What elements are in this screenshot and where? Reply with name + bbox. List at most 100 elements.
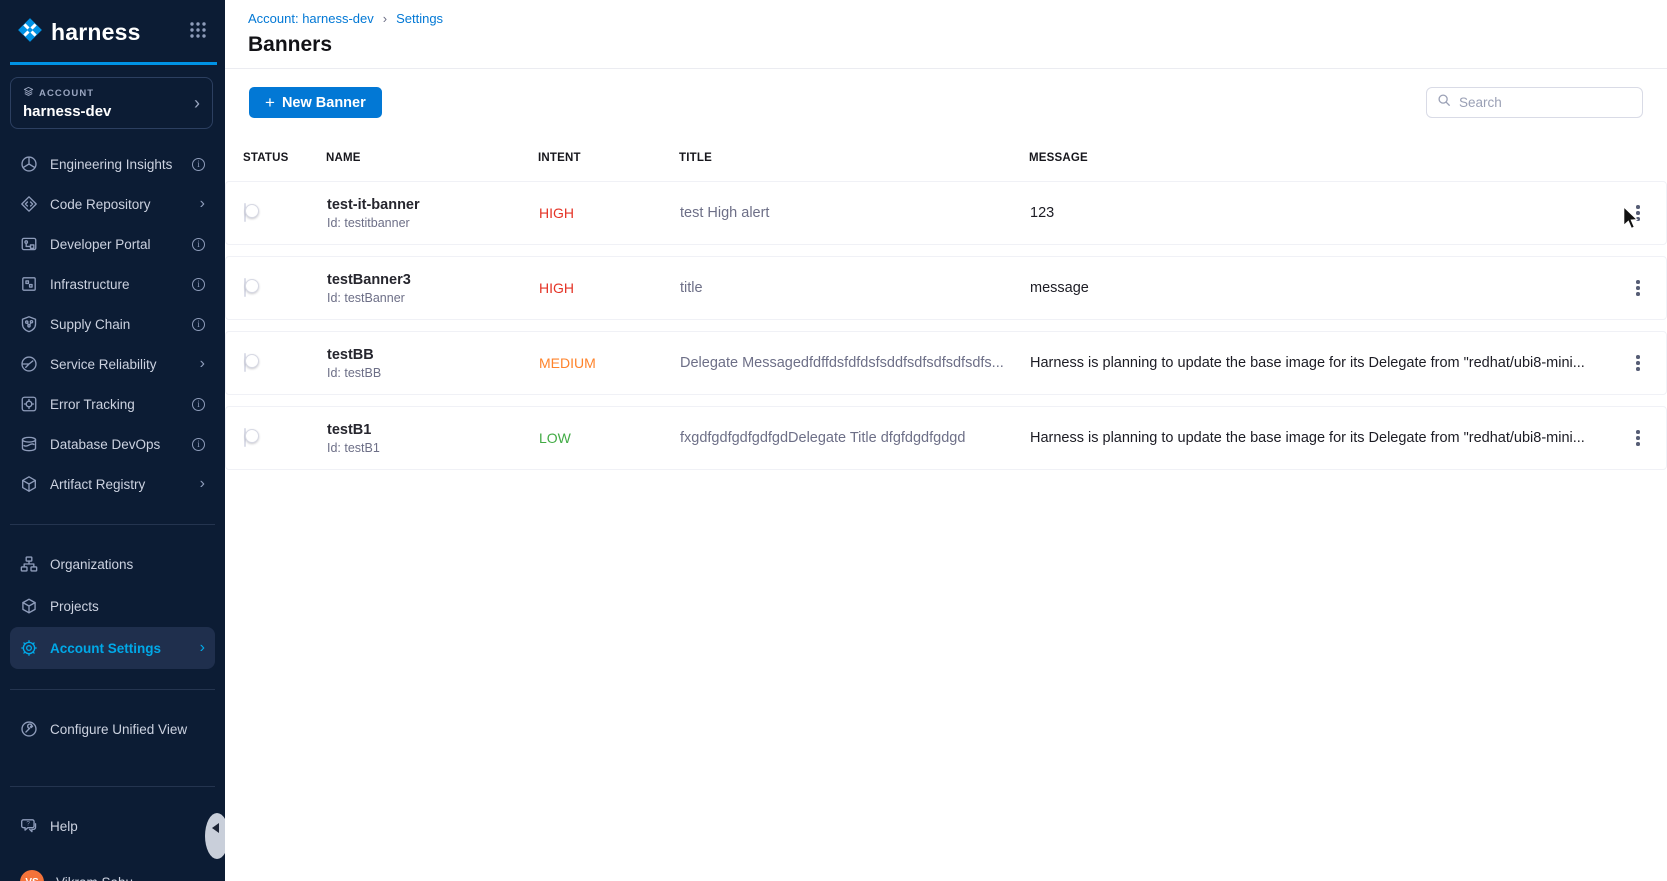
intent-badge: HIGH (539, 205, 574, 221)
status-toggle[interactable] (244, 203, 259, 222)
chevron-right-icon: › (194, 93, 200, 113)
grid-menu-icon[interactable] (189, 21, 207, 44)
sidebar-item-infrastructure[interactable]: Infrastructure i (0, 264, 225, 304)
table-row[interactable]: testB1 Id: testB1 LOW fxgdfgdfgdfgdfgdDe… (225, 406, 1667, 470)
column-header-name: NAME (326, 152, 361, 164)
sidebar-item-developer-portal[interactable]: Developer Portal i (0, 224, 225, 264)
search-input[interactable] (1459, 95, 1632, 110)
banner-id: Id: testitbanner (327, 215, 410, 230)
sidebar-item-label: Artifact Registry (50, 476, 146, 492)
table-row[interactable]: test-it-banner Id: testitbanner HIGH tes… (225, 181, 1667, 245)
sidebar-item-projects[interactable]: Projects (0, 585, 225, 627)
banner-title: fxgdfgdfgdfgdfgdDelegate Title dfgfdgdfg… (680, 430, 966, 446)
database-devops-icon (20, 435, 38, 453)
brand-name: harness (51, 19, 141, 45)
banner-title: title (680, 280, 703, 296)
service-reliability-icon (20, 355, 38, 373)
info-icon[interactable]: i (192, 157, 205, 171)
sidebar-divider (10, 524, 215, 525)
user-name: Vikram Sahu (56, 875, 133, 881)
more-options-button[interactable] (1626, 201, 1650, 225)
intent-badge: MEDIUM (539, 355, 596, 371)
accent-underline (10, 62, 217, 65)
help-chat-icon: ? (20, 817, 38, 835)
organizations-icon (20, 555, 38, 573)
intent-badge: LOW (539, 430, 571, 446)
info-icon[interactable]: i (192, 317, 205, 331)
banner-message: message (1030, 280, 1089, 296)
sidebar-item-help[interactable]: ? Help (0, 805, 225, 847)
account-layers-icon (23, 86, 34, 100)
sidebar-item-account-settings[interactable]: Account Settings › (10, 627, 215, 669)
status-toggle[interactable] (244, 278, 259, 297)
breadcrumb-separator-icon: › (382, 11, 388, 26)
sidebar-item-label: Supply Chain (50, 316, 131, 332)
new-banner-button[interactable]: + New Banner (249, 87, 382, 118)
column-header-status: STATUS (243, 152, 289, 164)
chevron-right-icon: › (199, 355, 205, 372)
search-box[interactable] (1426, 87, 1643, 118)
info-icon[interactable]: i (192, 437, 205, 451)
page-header: Account: harness-dev › Settings Banners (225, 0, 1667, 69)
user-profile[interactable]: VS Vikram Sahu (0, 868, 225, 881)
projects-icon (20, 597, 38, 615)
sidebar-item-service-reliability[interactable]: Service Reliability › (0, 344, 225, 384)
sidebar-item-configure-unified-view[interactable]: Configure Unified View (0, 708, 225, 750)
sidebar-item-organizations[interactable]: Organizations (0, 543, 225, 585)
account-label: ACCOUNT (39, 87, 95, 99)
sidebar-item-label: Organizations (50, 556, 134, 572)
sidebar-item-error-tracking[interactable]: Error Tracking i (0, 384, 225, 424)
breadcrumb-account-link[interactable]: Account: harness-dev (248, 11, 374, 26)
sidebar-item-code-repository[interactable]: Code Repository › (0, 184, 225, 224)
main-content: Account: harness-dev › Settings Banners … (225, 0, 1667, 881)
engineering-insights-icon (20, 155, 38, 173)
more-options-button[interactable] (1626, 276, 1650, 300)
sidebar-item-label: Configure Unified View (50, 721, 188, 737)
status-toggle[interactable] (244, 353, 259, 372)
sidebar-divider (10, 786, 215, 787)
code-repository-icon (20, 195, 38, 213)
chevron-right-icon: › (199, 195, 205, 212)
banner-message: Harness is planning to update the base i… (1030, 355, 1585, 371)
banner-message: 123 (1030, 205, 1055, 221)
table-row[interactable]: testBB Id: testBB MEDIUM Delegate Messag… (225, 331, 1667, 395)
sidebar-item-supply-chain[interactable]: Supply Chain i (0, 304, 225, 344)
supply-chain-icon (20, 315, 38, 333)
more-options-button[interactable] (1626, 426, 1650, 450)
error-tracking-icon (20, 395, 38, 413)
page-title: Banners (248, 33, 333, 56)
sidebar-item-label: Infrastructure (50, 276, 130, 292)
sidebar-item-label: Projects (50, 598, 99, 614)
banner-message: Harness is planning to update the base i… (1030, 430, 1585, 446)
sidebar-item-engineering-insights[interactable]: Engineering Insights i (0, 144, 225, 184)
more-options-button[interactable] (1626, 351, 1650, 375)
sidebar-item-label: Service Reliability (50, 356, 157, 372)
sidebar-item-label: Error Tracking (50, 396, 135, 412)
info-icon[interactable]: i (192, 397, 205, 411)
gear-icon (20, 639, 38, 657)
toolbar: + New Banner (249, 87, 1643, 118)
banner-name: test-it-banner (327, 196, 420, 213)
sidebar-item-label: Engineering Insights (50, 156, 173, 172)
banner-id: Id: testBB (327, 365, 382, 380)
sidebar-item-artifact-registry[interactable]: Artifact Registry › (0, 464, 225, 504)
column-header-title: TITLE (679, 152, 712, 164)
account-selector[interactable]: ACCOUNT harness-dev › (10, 77, 213, 129)
sidebar-item-label: Help (50, 818, 78, 834)
sidebar-item-label: Code Repository (50, 196, 151, 212)
sidebar-nav: Engineering Insights i Code Repository ›… (0, 144, 225, 881)
banner-name: testBanner3 (327, 271, 411, 288)
info-icon[interactable]: i (192, 277, 205, 291)
banner-title: Delegate Messagedfdffdsfdfdsfsddfsdfsdfs… (680, 355, 1004, 371)
info-icon[interactable]: i (192, 237, 205, 251)
banner-title: test High alert (680, 205, 770, 221)
banners-table: STATUS NAME INTENT TITLE MESSAGE test-it… (225, 148, 1667, 470)
sidebar-header: harness (0, 0, 225, 49)
table-row[interactable]: testBanner3 Id: testBanner HIGH title me… (225, 256, 1667, 320)
developer-portal-icon (20, 235, 38, 253)
new-banner-label: New Banner (281, 94, 366, 111)
breadcrumb-settings-link[interactable]: Settings (396, 11, 444, 26)
sidebar-item-database-devops[interactable]: Database DevOps i (0, 424, 225, 464)
avatar: VS (20, 870, 44, 881)
status-toggle[interactable] (244, 428, 259, 447)
